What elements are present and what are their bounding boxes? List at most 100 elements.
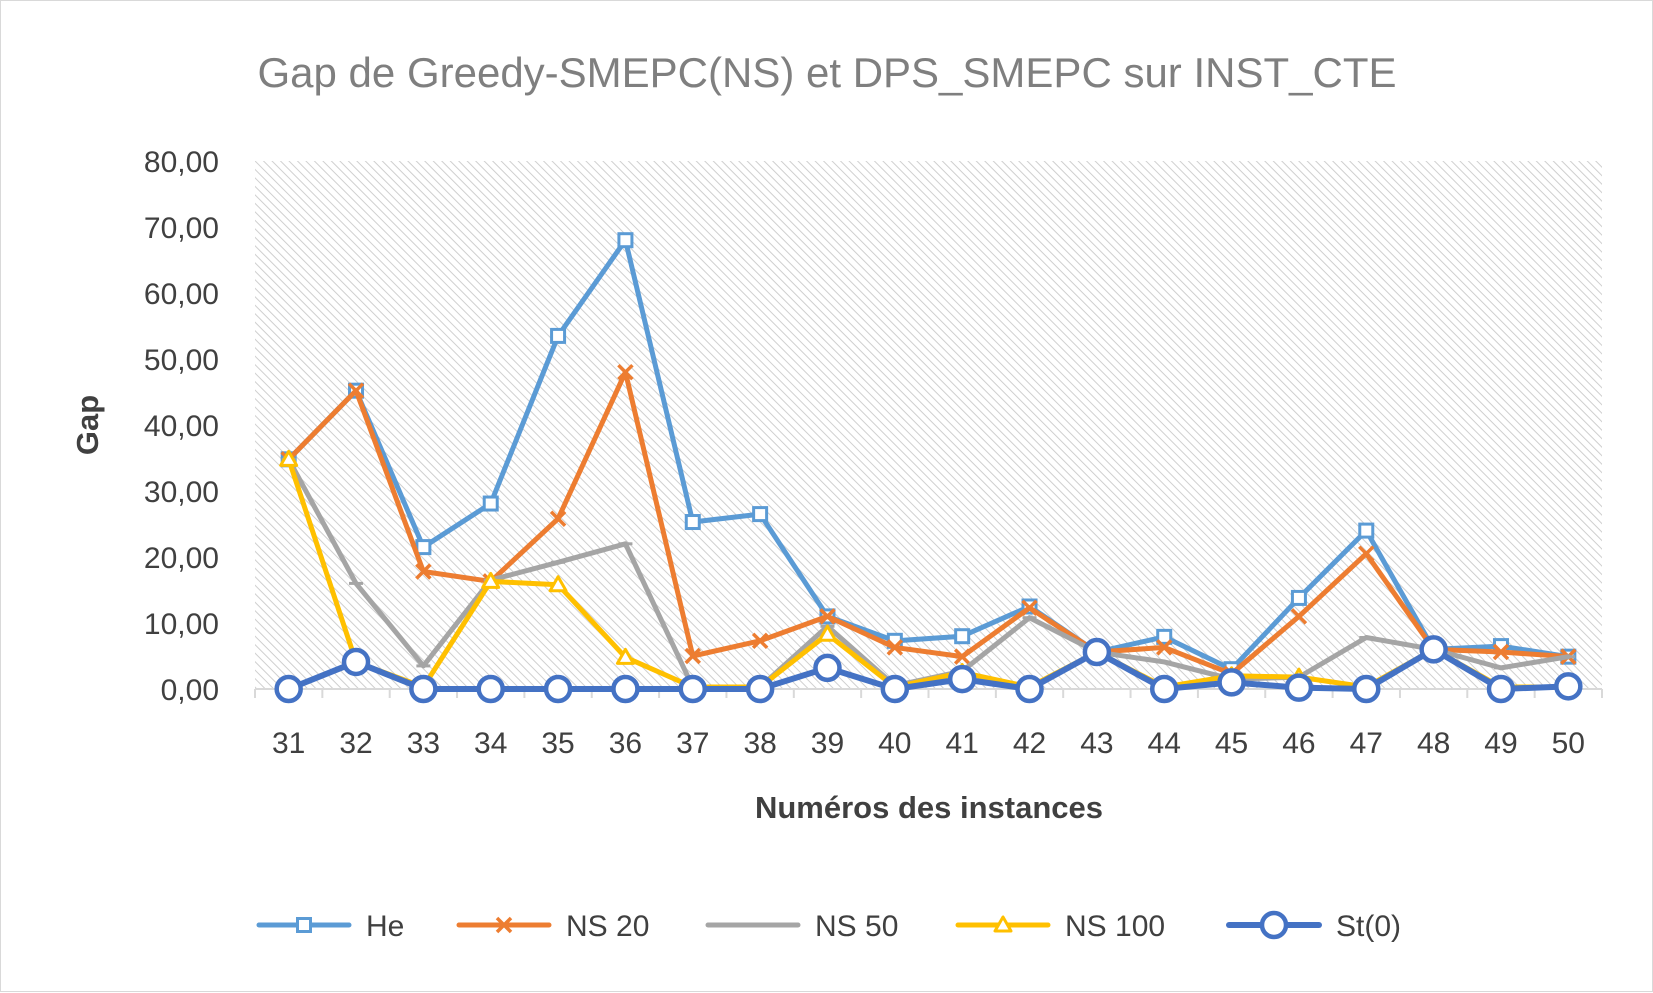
data-point-ns-20: [886, 639, 904, 656]
data-point-ns-20: [1021, 599, 1038, 617]
x-tick-label: 49: [1484, 727, 1517, 760]
legend-label: NS 100: [1065, 910, 1165, 943]
data-point-he: [684, 514, 701, 531]
data-point-st-0: [1015, 674, 1044, 704]
data-point-ns-20: [819, 608, 836, 625]
series-line-he: [286, 237, 1571, 672]
data-point-st-0: [611, 674, 640, 704]
data-point-st-0: [274, 674, 303, 704]
x-tick-label: 32: [339, 727, 372, 760]
data-point-ns-20: [1290, 608, 1308, 625]
data-point-ns-100: [279, 449, 299, 467]
data-point-st-0: [745, 674, 775, 704]
y-tick-label: 80,00: [144, 146, 219, 179]
series-st-0: [274, 635, 1583, 704]
data-point-he: [415, 539, 432, 556]
x-axis-label: Numéros des instances: [755, 790, 1103, 825]
data-point-st-0: [1082, 637, 1112, 667]
x-tick-label: 44: [1148, 727, 1181, 760]
y-tick-label: 0,00: [161, 674, 219, 707]
data-point-st-0: [1554, 672, 1583, 701]
y-tick-label: 30,00: [144, 476, 219, 509]
x-tick-label: 42: [1013, 727, 1046, 760]
data-point-ns-20: [953, 648, 971, 665]
y-axis-ticks: 0,00 10,00 20,00 30,00 40,00 50,00 60,00 70,00 8…: [144, 146, 219, 707]
x-tick-label: 36: [609, 727, 642, 760]
data-point-ns-20: [1155, 639, 1173, 656]
data-point-ns-20: [347, 382, 365, 399]
data-point-he: [1156, 628, 1173, 645]
x-axis-ticks: 31 32 33 34 35 36 37 38 39 40 41 42 43 44 45 46 47 48 49 50: [254, 689, 1603, 760]
legend-item-ns-50: NS 50: [705, 910, 898, 943]
x-tick-label: 46: [1282, 727, 1315, 760]
legend-marker: [495, 916, 513, 934]
legend-item-ns-100: NS 100: [955, 910, 1165, 943]
data-point-st-0: [1419, 635, 1448, 664]
data-point-st-0: [1486, 674, 1516, 704]
x-tick-label: 35: [541, 727, 574, 760]
legend-marker: [1259, 910, 1289, 940]
x-tick-label: 38: [743, 727, 776, 760]
data-point-st-0: [947, 664, 977, 694]
data-point-ns-100: [615, 647, 635, 665]
data-point-he: [1358, 522, 1375, 539]
x-tick-label: 40: [878, 727, 911, 760]
y-tick-label: 60,00: [144, 278, 219, 311]
chart-title: Gap de Greedy-SMEPC(NS) et DPS_SMEPC sur…: [258, 49, 1397, 96]
y-tick-label: 40,00: [144, 410, 219, 443]
x-tick-label: 47: [1350, 727, 1383, 760]
data-point-st-0: [1217, 668, 1246, 697]
x-tick-label: 43: [1080, 727, 1113, 760]
y-tick-label: 10,00: [144, 608, 219, 641]
legend-marker: [296, 917, 312, 933]
legend-item-ns-20: NS 20: [456, 910, 649, 943]
data-point-ns-20: [415, 563, 432, 580]
data-point-st-0: [409, 674, 438, 704]
data-point-he: [954, 628, 971, 645]
legend-marker: [993, 915, 1013, 933]
x-tick-label: 41: [945, 727, 978, 760]
data-point-st-0: [880, 674, 910, 704]
data-point-he: [1290, 589, 1307, 606]
data-point-st-0: [813, 653, 842, 683]
series-layer: [274, 232, 1583, 704]
x-tick-label: 34: [474, 727, 507, 760]
y-tick-label: 50,00: [144, 344, 219, 377]
data-point-st-0: [543, 674, 573, 704]
legend-item-he: He: [256, 910, 404, 943]
y-tick-label: 70,00: [144, 212, 219, 245]
legend-label: NS 20: [566, 910, 649, 943]
data-point-ns-20: [1492, 643, 1510, 661]
data-point-he: [482, 495, 499, 512]
data-point-st-0: [1352, 674, 1381, 704]
legend-label: NS 50: [815, 910, 898, 943]
x-tick-label: 48: [1417, 727, 1450, 760]
legend-label: St(0): [1336, 910, 1401, 943]
x-tick-label: 31: [272, 727, 305, 760]
y-tick-label: 20,00: [144, 542, 219, 575]
x-tick-label: 39: [811, 727, 844, 760]
data-point-he: [550, 327, 567, 344]
data-point-st-0: [1149, 674, 1179, 704]
y-axis-label: Gap: [70, 395, 105, 455]
data-point-ns-100: [817, 624, 837, 642]
data-point-ns-20: [684, 647, 702, 665]
data-point-ns-100: [548, 575, 568, 593]
data-point-st-0: [1284, 673, 1314, 702]
data-point-ns-20: [751, 632, 769, 650]
x-tick-label: 45: [1215, 727, 1248, 760]
legend-item-st-0: St(0): [1226, 910, 1401, 943]
data-point-st-0: [678, 674, 708, 704]
series-line-ns-20: [286, 369, 1571, 677]
x-tick-label: 37: [676, 727, 709, 760]
data-point-ns-20: [617, 363, 634, 381]
x-tick-label: 33: [407, 727, 440, 760]
data-point-st-0: [341, 647, 371, 677]
data-point-ns-100: [481, 571, 501, 589]
x-tick-label: 50: [1552, 727, 1585, 760]
data-point-he: [617, 232, 634, 249]
data-point-ns-20: [1358, 545, 1375, 562]
data-point-ns-20: [549, 510, 567, 527]
